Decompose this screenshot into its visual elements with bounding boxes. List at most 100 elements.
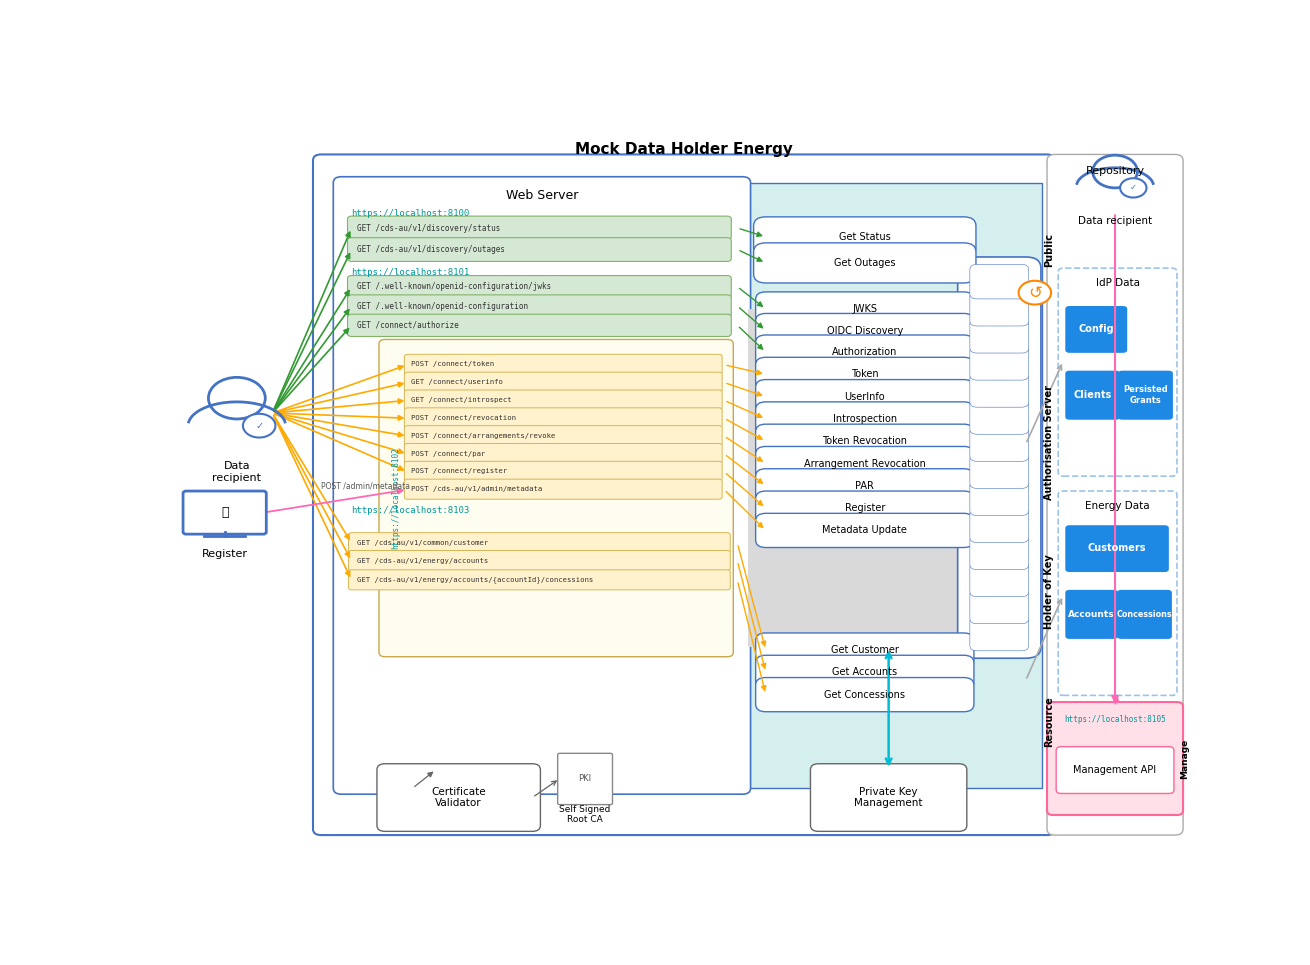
- Text: Public: Public: [1044, 233, 1055, 266]
- FancyBboxPatch shape: [1065, 525, 1169, 572]
- Text: POST /admin/metadata: POST /admin/metadata: [321, 482, 410, 490]
- Text: OIDC Discovery: OIDC Discovery: [827, 325, 903, 336]
- Text: GET /.well-known/openid-configuration/jwks: GET /.well-known/openid-configuration/jw…: [356, 282, 552, 291]
- FancyBboxPatch shape: [348, 569, 730, 590]
- FancyBboxPatch shape: [347, 276, 731, 298]
- Circle shape: [1093, 155, 1137, 188]
- FancyBboxPatch shape: [405, 372, 722, 392]
- FancyBboxPatch shape: [1065, 306, 1127, 353]
- Text: ✓: ✓: [1129, 183, 1137, 192]
- Text: https://localhost:8103: https://localhost:8103: [351, 506, 470, 514]
- FancyBboxPatch shape: [756, 291, 973, 326]
- Text: Mock Data Holder Energy: Mock Data Holder Energy: [575, 142, 793, 156]
- Text: POST /connect/par: POST /connect/par: [411, 451, 486, 456]
- FancyBboxPatch shape: [1047, 154, 1183, 835]
- Text: Resource: Resource: [1044, 696, 1055, 747]
- Text: PKI: PKI: [579, 774, 592, 784]
- Bar: [748, 309, 1027, 648]
- Text: GET /cds-au/v1/energy/accounts: GET /cds-au/v1/energy/accounts: [356, 558, 487, 564]
- Text: POST /connect/register: POST /connect/register: [411, 468, 508, 475]
- Circle shape: [1019, 281, 1051, 305]
- FancyBboxPatch shape: [405, 480, 722, 499]
- Text: https://localhost:8105: https://localhost:8105: [1064, 715, 1166, 725]
- Text: ✓: ✓: [255, 421, 263, 430]
- FancyBboxPatch shape: [377, 763, 541, 832]
- FancyBboxPatch shape: [405, 354, 722, 374]
- Text: Get Accounts: Get Accounts: [832, 668, 897, 677]
- Text: Get Customer: Get Customer: [831, 645, 899, 655]
- FancyBboxPatch shape: [969, 400, 1028, 434]
- Text: Get Outages: Get Outages: [834, 258, 896, 268]
- Text: Data recipient: Data recipient: [1078, 216, 1151, 226]
- FancyBboxPatch shape: [1058, 268, 1176, 476]
- FancyBboxPatch shape: [969, 345, 1028, 380]
- FancyBboxPatch shape: [347, 315, 731, 337]
- FancyBboxPatch shape: [1056, 747, 1174, 793]
- Text: Repository: Repository: [1086, 166, 1145, 177]
- Text: Energy Data: Energy Data: [1085, 501, 1150, 510]
- Text: Persisted
Grants: Persisted Grants: [1123, 385, 1169, 405]
- FancyBboxPatch shape: [969, 318, 1028, 353]
- Text: Introspection: Introspection: [833, 414, 897, 424]
- FancyBboxPatch shape: [969, 372, 1028, 407]
- Circle shape: [1120, 179, 1146, 198]
- Text: Customers: Customers: [1087, 543, 1146, 553]
- Text: Register: Register: [845, 503, 886, 513]
- Text: Concessions: Concessions: [1116, 610, 1172, 619]
- Text: Arrangement Revocation: Arrangement Revocation: [804, 458, 926, 469]
- FancyBboxPatch shape: [756, 677, 973, 712]
- Text: Manage: Manage: [1180, 738, 1189, 779]
- Bar: [748, 182, 1041, 788]
- FancyBboxPatch shape: [405, 444, 722, 463]
- FancyBboxPatch shape: [183, 491, 266, 535]
- Text: Register: Register: [202, 549, 248, 559]
- Text: GET /cds-au/v1/common/customer: GET /cds-au/v1/common/customer: [356, 539, 487, 545]
- Text: Management API: Management API: [1073, 764, 1157, 775]
- Text: Private Key
Management: Private Key Management: [854, 786, 922, 809]
- FancyBboxPatch shape: [558, 754, 613, 805]
- Text: GET /cds-au/v1/discovery/status: GET /cds-au/v1/discovery/status: [356, 224, 500, 233]
- FancyBboxPatch shape: [348, 533, 730, 553]
- FancyBboxPatch shape: [969, 291, 1028, 326]
- FancyBboxPatch shape: [1058, 491, 1176, 696]
- FancyBboxPatch shape: [756, 425, 973, 458]
- Text: Certificate
Validator: Certificate Validator: [431, 786, 486, 809]
- FancyBboxPatch shape: [405, 390, 722, 410]
- FancyBboxPatch shape: [756, 314, 973, 347]
- FancyBboxPatch shape: [405, 461, 722, 482]
- Text: https://localhost:8100: https://localhost:8100: [351, 209, 470, 218]
- Text: 👤: 👤: [221, 506, 228, 519]
- FancyBboxPatch shape: [1065, 590, 1119, 639]
- FancyBboxPatch shape: [347, 216, 731, 240]
- Text: Accounts: Accounts: [1069, 610, 1115, 619]
- FancyBboxPatch shape: [756, 513, 973, 547]
- Text: IdP Data: IdP Data: [1095, 278, 1140, 288]
- Text: GET /connect/authorize: GET /connect/authorize: [356, 320, 458, 330]
- FancyBboxPatch shape: [348, 550, 730, 570]
- Text: GET /cds-au/v1/discovery/outages: GET /cds-au/v1/discovery/outages: [356, 245, 504, 254]
- FancyBboxPatch shape: [756, 491, 973, 525]
- FancyBboxPatch shape: [756, 357, 973, 392]
- FancyBboxPatch shape: [969, 617, 1028, 650]
- FancyBboxPatch shape: [969, 264, 1028, 299]
- FancyBboxPatch shape: [969, 454, 1028, 488]
- Text: POST /cds-au/v1/admin/metadata: POST /cds-au/v1/admin/metadata: [411, 486, 542, 492]
- FancyBboxPatch shape: [756, 379, 973, 414]
- Text: PAR: PAR: [855, 481, 874, 491]
- FancyBboxPatch shape: [969, 481, 1028, 515]
- FancyBboxPatch shape: [969, 563, 1028, 596]
- Text: Token Revocation: Token Revocation: [823, 436, 908, 446]
- FancyBboxPatch shape: [756, 633, 973, 667]
- FancyBboxPatch shape: [969, 590, 1028, 623]
- FancyBboxPatch shape: [347, 237, 731, 262]
- Text: GET /connect/userinfo: GET /connect/userinfo: [411, 379, 503, 385]
- Text: POST /connect/revocation: POST /connect/revocation: [411, 415, 516, 421]
- FancyBboxPatch shape: [1117, 590, 1172, 639]
- FancyBboxPatch shape: [756, 401, 973, 436]
- FancyBboxPatch shape: [969, 535, 1028, 569]
- Text: JWKS: JWKS: [853, 304, 878, 314]
- FancyBboxPatch shape: [1047, 703, 1183, 815]
- Text: POST /connect/token: POST /connect/token: [411, 361, 495, 368]
- Text: Token: Token: [852, 370, 879, 379]
- Text: GET /cds-au/v1/energy/accounts/{accountId}/concessions: GET /cds-au/v1/energy/accounts/{accountI…: [356, 576, 593, 583]
